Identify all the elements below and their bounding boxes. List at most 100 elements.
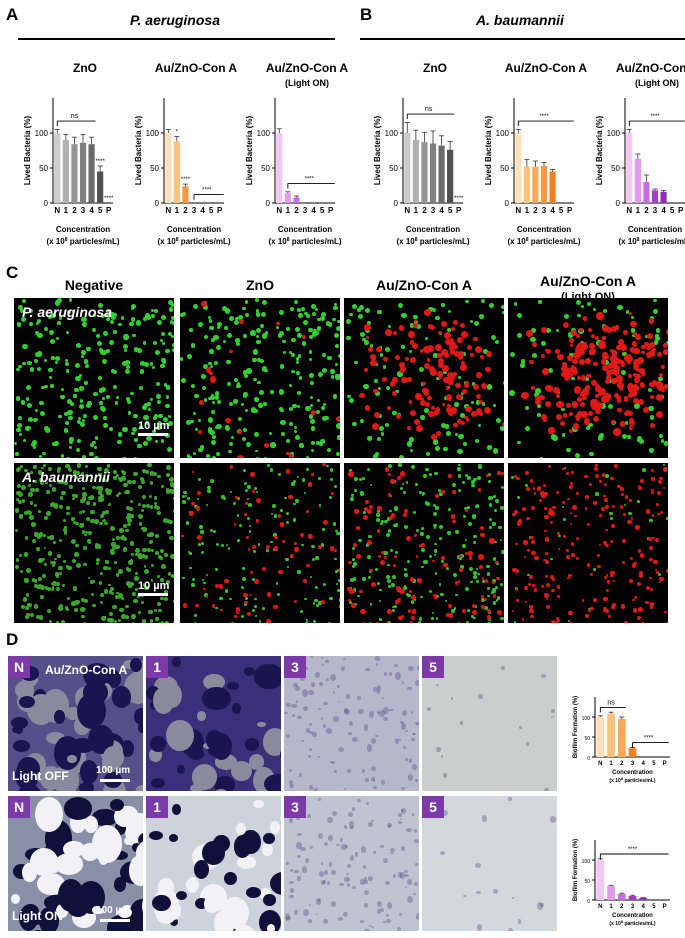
category-label: 1 xyxy=(64,206,69,215)
column-header: Au/ZnO-Con A xyxy=(376,277,472,293)
bar-2 xyxy=(532,166,539,203)
category-label: 1 xyxy=(525,206,530,215)
x-unit-part1: (x 10 xyxy=(507,237,526,246)
category-label: 5 xyxy=(652,904,656,910)
x-unit-part2: particles/mL) xyxy=(529,237,581,246)
biofilm-image-r0-c1 xyxy=(146,656,281,791)
x-unit-exponent: 8 xyxy=(415,237,418,243)
chart-b-2: Au/ZnO-Con A (Light ON) Lived Bacteria (%)… xyxy=(595,61,685,246)
category-label: 4 xyxy=(642,904,646,910)
bar-3 xyxy=(628,748,637,757)
category-label: N xyxy=(626,206,632,215)
y-tick-label: 0 xyxy=(616,199,621,208)
category-label: N xyxy=(598,761,602,767)
x-axis-unit: (x 108 particles/mL) xyxy=(507,237,580,246)
bar-N xyxy=(515,133,522,203)
x-axis-unit: (x 108 particles/mL) xyxy=(618,237,685,246)
bar-3 xyxy=(628,896,637,900)
significance-label: **** xyxy=(95,159,105,165)
x-unit-exponent: 8 xyxy=(287,237,290,243)
category-label: 4 xyxy=(89,206,94,215)
bar-5 xyxy=(447,149,454,203)
panel-letter-a: A xyxy=(6,5,18,24)
bar-4 xyxy=(438,145,445,203)
y-tick-label: 100 xyxy=(146,129,160,138)
panel-letter-c: C xyxy=(6,263,18,282)
significance-label: * xyxy=(176,130,179,136)
x-axis-unit: (x 108 particles/mL) xyxy=(268,237,341,246)
category-label: 3 xyxy=(542,206,547,215)
panel-letter-b: B xyxy=(360,5,372,24)
y-tick-label: 0 xyxy=(505,199,510,208)
x-unit-part2: particles/mL) xyxy=(623,921,656,927)
x-axis-label: Concentration xyxy=(278,225,332,234)
category-label: 5 xyxy=(209,206,214,215)
bar-N xyxy=(165,133,172,203)
x-unit-part1: (x 10 xyxy=(618,237,637,246)
x-axis-unit: (x 108 particles/mL) xyxy=(396,237,469,246)
category-label: 3 xyxy=(303,206,308,215)
y-tick-label: 50 xyxy=(584,879,590,885)
bar-2 xyxy=(643,182,650,203)
category-label: 2 xyxy=(620,904,624,910)
category-label: 3 xyxy=(631,761,635,767)
category-label: P xyxy=(678,206,684,215)
x-unit-part2: particles/mL) xyxy=(418,237,470,246)
biofilm-image-r0-c2 xyxy=(284,656,419,791)
y-tick-label: 50 xyxy=(389,164,398,173)
y-axis-label: Lived Bacteria (%) xyxy=(245,115,254,185)
bar-2 xyxy=(71,144,78,203)
column-header: Negative xyxy=(65,277,124,293)
x-unit-exponent: 8 xyxy=(621,776,624,781)
y-axis-label: Biofilm Formation (%) xyxy=(573,839,579,901)
y-tick-label: 0 xyxy=(394,199,399,208)
x-unit-part1: (x 10 xyxy=(396,237,415,246)
x-unit-exponent: 8 xyxy=(65,237,68,243)
scale-bar xyxy=(100,779,130,782)
significance-label: **** xyxy=(650,114,660,120)
scale-bar-label: 100 µm xyxy=(96,905,131,916)
panel-a-header: A P. aeruginosa xyxy=(6,5,335,40)
bar-3 xyxy=(651,190,659,203)
biofilm-image-r0-c3 xyxy=(422,656,557,791)
category-label: N xyxy=(404,206,410,215)
y-tick-label: 100 xyxy=(496,129,510,138)
y-tick-label: 100 xyxy=(257,129,271,138)
chart-title: Au/ZnO-Con A xyxy=(155,61,238,75)
x-unit-exponent: 8 xyxy=(176,237,179,243)
significance-label: ns xyxy=(425,106,433,113)
category-label: 2 xyxy=(183,206,188,215)
panel-letter-d: D xyxy=(6,630,18,649)
category-label: P xyxy=(328,206,334,215)
x-axis-label: Concentration xyxy=(167,225,221,234)
category-label: 5 xyxy=(448,206,453,215)
category-label: 4 xyxy=(439,206,444,215)
significance-label: **** xyxy=(181,177,191,183)
significance-label: **** xyxy=(539,114,549,120)
x-axis-unit: (x 108 particles/mL) xyxy=(157,237,230,246)
category-label: 5 xyxy=(320,206,325,215)
category-label: N xyxy=(165,206,171,215)
scale-bar xyxy=(138,593,168,596)
tile-label: 5 xyxy=(422,656,444,678)
micrograph-r0-c2 xyxy=(344,298,504,458)
x-axis-label: Concentration xyxy=(628,225,682,234)
significance-label: ns xyxy=(607,699,615,706)
bar-2 xyxy=(617,719,626,757)
x-unit-part2: particles/mL) xyxy=(290,237,342,246)
category-label: N xyxy=(598,904,602,910)
biofilm-image-r1-c3 xyxy=(422,796,557,931)
significance-label: **** xyxy=(644,736,654,742)
category-label: 2 xyxy=(72,206,77,215)
category-label: 3 xyxy=(192,206,197,215)
tile-label: N xyxy=(8,656,30,678)
micrograph-r0-c0 xyxy=(14,298,174,458)
y-axis-label: Biofilm Formation (%) xyxy=(573,696,579,758)
bar-N xyxy=(276,133,283,203)
category-label: P xyxy=(456,206,462,215)
chart-title: Au/ZnO-Con A xyxy=(616,61,685,75)
category-label: 3 xyxy=(653,206,658,215)
category-label: P xyxy=(217,206,223,215)
